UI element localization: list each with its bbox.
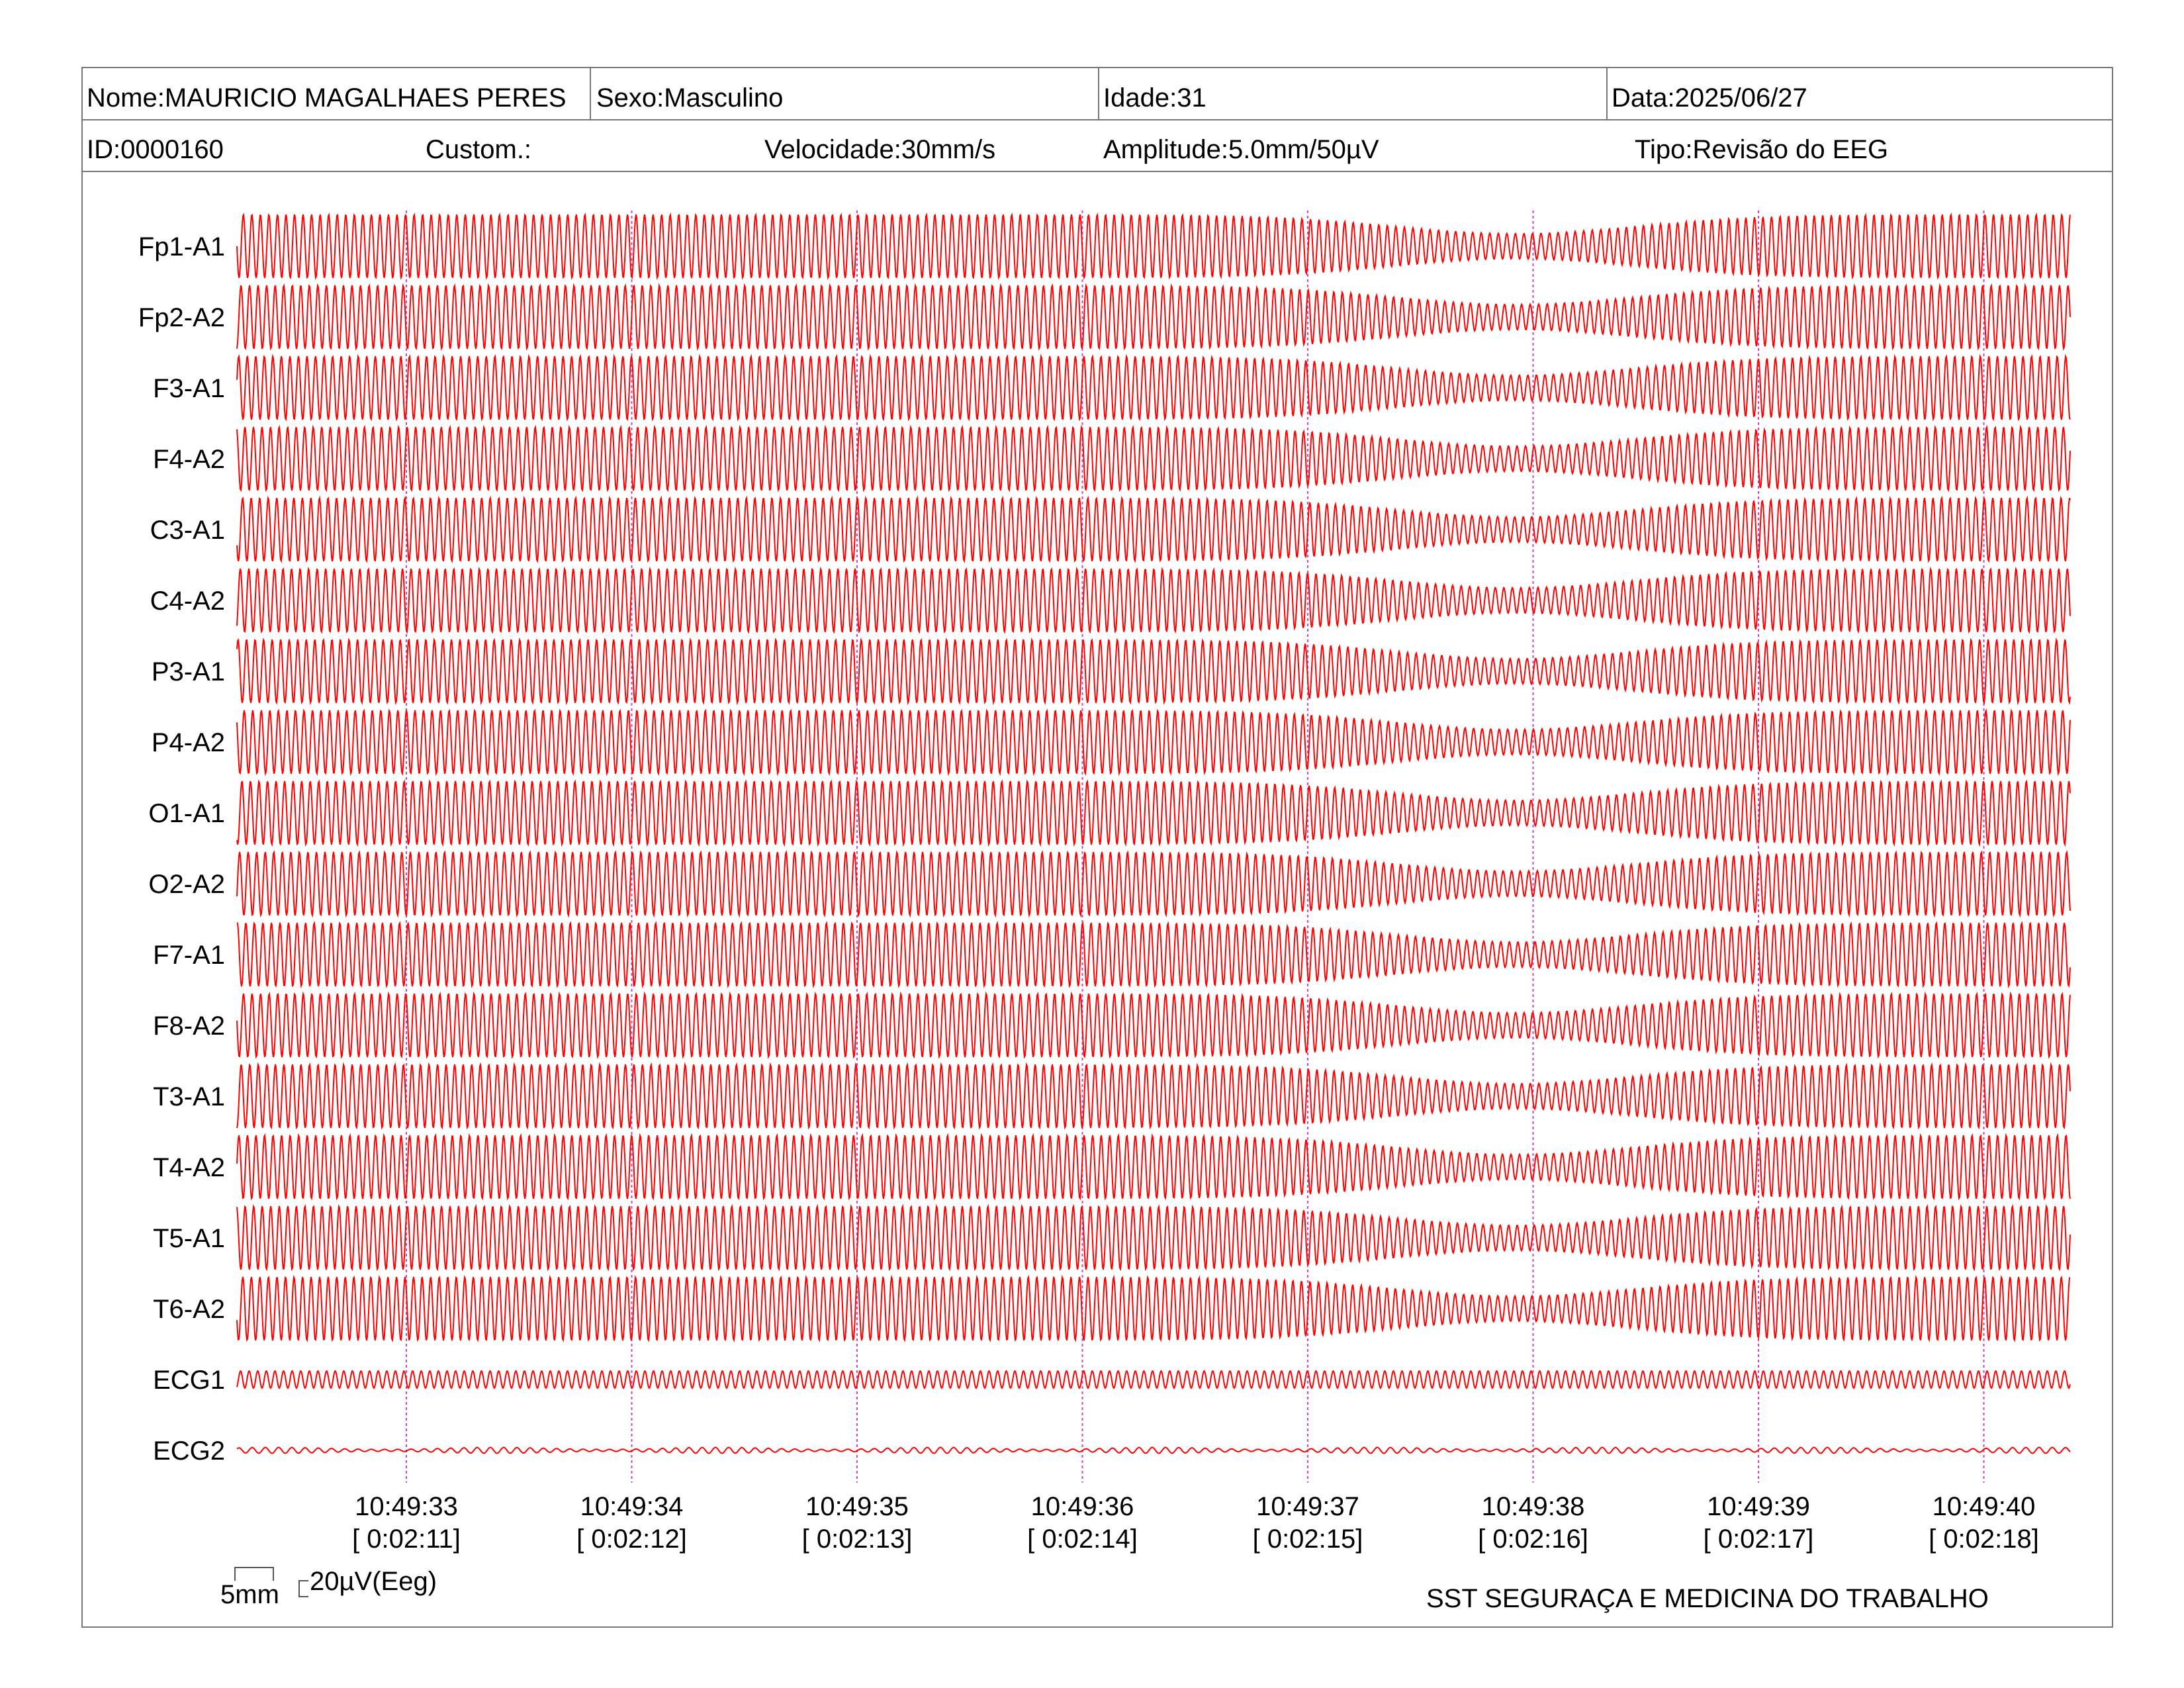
channel-label-fp2-a2: Fp2-A2 bbox=[138, 303, 225, 332]
channel-label-f7-a1: F7-A1 bbox=[153, 941, 225, 970]
channel-label-ecg2: ECG2 bbox=[153, 1436, 225, 1466]
exam-date: Data:2025/06/27 bbox=[1612, 83, 1807, 113]
channel-label-f4-a2: F4-A2 bbox=[153, 445, 225, 474]
trace-t4-a2 bbox=[236, 1133, 2071, 1201]
channel-label-p3-a1: P3-A1 bbox=[152, 657, 225, 686]
time-marker-elapsed-8: [ 0:02:18] bbox=[1929, 1524, 2039, 1554]
time-marker-elapsed-6: [ 0:02:16] bbox=[1478, 1524, 1588, 1554]
report-frame bbox=[81, 67, 2113, 1628]
time-marker-elapsed-2: [ 0:02:12] bbox=[576, 1524, 687, 1554]
patient-name: Nome:MAURICIO MAGALHAES PERES bbox=[87, 83, 567, 113]
channel-label-t4-a2: T4-A2 bbox=[153, 1153, 225, 1182]
custom-field: Custom.: bbox=[426, 135, 532, 164]
trace-f8-a2 bbox=[236, 991, 2071, 1059]
time-marker-clock-8: 10:49:40 bbox=[1933, 1492, 2036, 1521]
time-marker-clock-4: 10:49:36 bbox=[1031, 1492, 1134, 1521]
trace-ecg2 bbox=[236, 1446, 2071, 1454]
channel-label-t3-a1: T3-A1 bbox=[153, 1082, 225, 1111]
trace-c3-a1 bbox=[236, 495, 2071, 563]
channel-label-p4-a2: P4-A2 bbox=[152, 728, 225, 757]
patient-age: Idade:31 bbox=[1103, 83, 1206, 113]
time-marker-elapsed-1: [ 0:02:11] bbox=[352, 1524, 461, 1554]
header-col-divider-2 bbox=[1098, 67, 1099, 120]
time-marker-elapsed-7: [ 0:02:17] bbox=[1704, 1524, 1814, 1554]
time-marker-clock-7: 10:49:39 bbox=[1707, 1492, 1810, 1521]
speed-setting: Velocidade:30mm/s bbox=[764, 135, 996, 164]
scale-amplitude-label: 20µV(Eeg) bbox=[310, 1567, 437, 1596]
header-divider-1 bbox=[81, 119, 2113, 120]
trace-f3-a1 bbox=[236, 353, 2071, 422]
patient-id: ID:0000160 bbox=[87, 135, 224, 164]
exam-type: Tipo:Revisão do EEG bbox=[1635, 135, 1889, 164]
channel-label-o1-a1: O1-A1 bbox=[148, 799, 225, 828]
time-marker-clock-5: 10:49:37 bbox=[1256, 1492, 1359, 1521]
scale-time-label: 5mm bbox=[220, 1580, 279, 1609]
time-marker-clock-2: 10:49:34 bbox=[580, 1492, 684, 1521]
header-divider-2 bbox=[81, 171, 2113, 172]
trace-fp1-a1 bbox=[236, 212, 2071, 280]
channel-label-t5-a1: T5-A1 bbox=[153, 1224, 225, 1253]
trace-t6-a2 bbox=[236, 1274, 2071, 1342]
channel-label-f3-a1: F3-A1 bbox=[153, 374, 225, 403]
channel-label-o2-a2: O2-A2 bbox=[148, 870, 225, 899]
channel-label-c4-a2: C4-A2 bbox=[150, 586, 225, 616]
trace-t3-a1 bbox=[236, 1062, 2071, 1130]
channel-label-f8-a2: F8-A2 bbox=[153, 1011, 225, 1041]
header-col-divider-1 bbox=[590, 67, 591, 120]
time-marker-elapsed-3: [ 0:02:13] bbox=[802, 1524, 913, 1554]
trace-o2-a2 bbox=[236, 850, 2071, 918]
time-marker-clock-6: 10:49:38 bbox=[1482, 1492, 1585, 1521]
organization-name: SST SEGURAÇA E MEDICINA DO TRABALHO bbox=[1426, 1584, 1989, 1613]
time-marker-elapsed-4: [ 0:02:14] bbox=[1027, 1524, 1138, 1554]
time-marker-clock-1: 10:49:33 bbox=[355, 1492, 458, 1521]
header-col-divider-3 bbox=[1606, 67, 1608, 120]
trace-fp2-a2 bbox=[236, 283, 2071, 351]
channel-label-fp1-a1: Fp1-A1 bbox=[138, 232, 225, 261]
trace-p4-a2 bbox=[236, 708, 2071, 776]
trace-p3-a1 bbox=[236, 637, 2071, 706]
trace-ecg1 bbox=[236, 1370, 2071, 1389]
trace-t5-a1 bbox=[236, 1203, 2071, 1272]
time-marker-elapsed-5: [ 0:02:15] bbox=[1253, 1524, 1363, 1554]
trace-o1-a1 bbox=[236, 779, 2071, 847]
channel-label-t6-a2: T6-A2 bbox=[153, 1295, 225, 1324]
trace-c4-a2 bbox=[236, 567, 2071, 634]
trace-f4-a2 bbox=[236, 424, 2071, 492]
patient-sex: Sexo:Masculino bbox=[596, 83, 784, 113]
time-marker-clock-3: 10:49:35 bbox=[805, 1492, 909, 1521]
amplitude-setting: Amplitude:5.0mm/50µV bbox=[1103, 135, 1379, 164]
trace-f7-a1 bbox=[236, 921, 2071, 988]
channel-label-ecg1: ECG1 bbox=[153, 1366, 225, 1395]
channel-label-c3-a1: C3-A1 bbox=[150, 516, 225, 545]
